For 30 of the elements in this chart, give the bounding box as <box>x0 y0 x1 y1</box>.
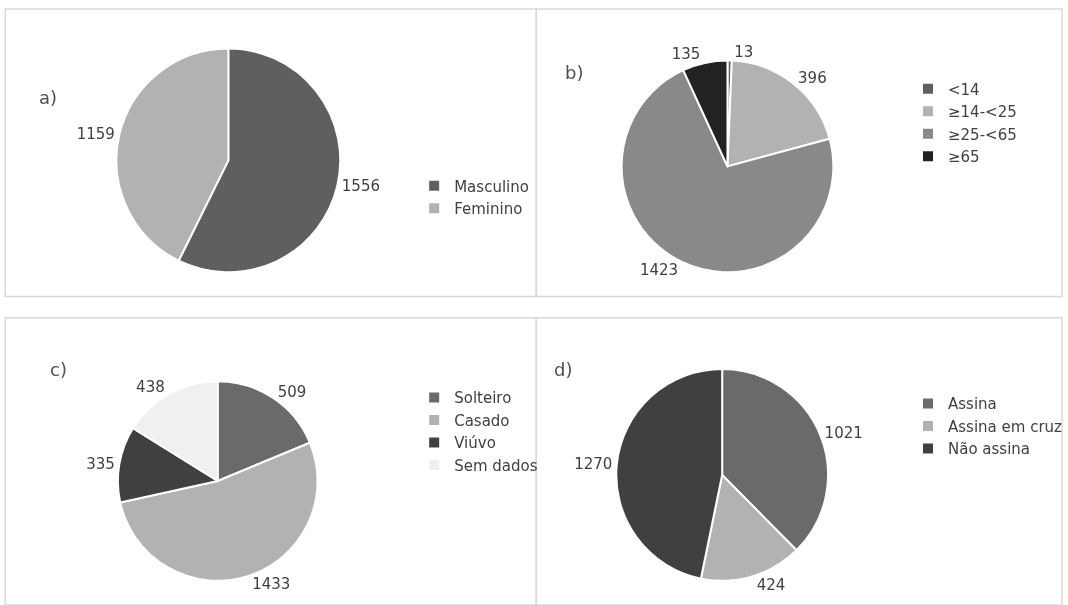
legend-label: ≥14-<25 <box>948 103 1017 122</box>
legend-label: Não assina <box>948 440 1031 459</box>
legend-label: Masculino <box>454 177 529 196</box>
data-label: 1270 <box>574 455 613 474</box>
legend-label: Assina em cruz <box>948 417 1063 436</box>
data-label: 396 <box>798 69 827 88</box>
text: b) <box>565 62 584 83</box>
data-label: 335 <box>86 454 115 473</box>
legend-label: Assina <box>948 395 997 414</box>
legend-label: Solteiro <box>454 389 512 408</box>
legend-label: ≥65 <box>948 148 980 167</box>
legend-label: Viúvo <box>454 434 496 453</box>
data-label: 13 <box>734 42 754 61</box>
data-label: 135 <box>671 45 701 64</box>
chart-title: c) <box>50 359 67 380</box>
data-label: 1021 <box>824 424 863 443</box>
data-label: 1159 <box>76 125 115 144</box>
legend-label: Sem dados <box>454 456 538 475</box>
legend-label: ≥25-<65 <box>948 125 1017 144</box>
data-label: 1556 <box>341 177 380 196</box>
data-label: 509 <box>277 382 307 401</box>
chart-title: d) <box>554 359 573 380</box>
text: a) <box>39 87 58 108</box>
data-label: 1433 <box>252 575 291 594</box>
data-label: 1423 <box>639 260 679 279</box>
legend-label: <14 <box>948 80 980 99</box>
legend-label: Feminino <box>454 200 523 218</box>
data-label: 438 <box>136 377 165 396</box>
legend-label: Casado <box>454 411 510 430</box>
data-label: 424 <box>756 575 786 594</box>
